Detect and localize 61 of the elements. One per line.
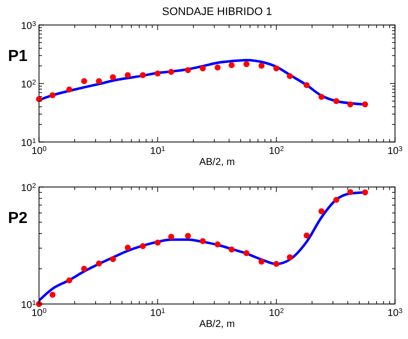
point xyxy=(96,78,102,84)
y-tick-label: 10$^{2}$ xyxy=(20,79,36,90)
point xyxy=(124,72,131,78)
point xyxy=(333,98,340,104)
x-tick-label: 10$^{1}$ xyxy=(150,308,166,319)
x-tick-label: 10$^{0}$ xyxy=(31,308,47,319)
point xyxy=(347,101,354,108)
y-axis-title: P1 xyxy=(8,48,28,65)
point xyxy=(214,241,221,248)
point xyxy=(200,65,206,72)
point xyxy=(243,250,250,256)
point xyxy=(50,92,56,98)
point xyxy=(168,68,174,75)
point xyxy=(81,78,88,84)
point xyxy=(286,254,293,260)
point xyxy=(243,61,250,68)
point xyxy=(140,72,146,78)
point xyxy=(228,246,235,253)
point xyxy=(347,189,354,196)
point xyxy=(36,96,42,102)
point xyxy=(333,196,340,203)
y-axis-title: P2 xyxy=(8,210,28,227)
y-tick-label: 10$^{2}$ xyxy=(20,182,36,194)
x-tick-label: 10$^{2}$ xyxy=(268,308,284,319)
point xyxy=(110,74,116,80)
y-tick-label: 10$^{3}$ xyxy=(20,20,36,32)
x-tick-label: 10$^{3}$ xyxy=(387,146,403,157)
point xyxy=(66,277,72,284)
point xyxy=(124,244,131,251)
x-axis-title: AB/2, m xyxy=(199,157,235,168)
point xyxy=(318,208,324,214)
point xyxy=(140,243,146,250)
x-tick-label: 10$^{1}$ xyxy=(150,146,166,157)
point xyxy=(81,266,88,272)
point xyxy=(66,86,72,92)
point xyxy=(273,260,280,267)
point xyxy=(184,67,191,74)
chart-title: SONDAJE HIBRIDO 1 xyxy=(162,6,272,18)
point xyxy=(228,62,235,68)
point xyxy=(362,101,368,108)
point xyxy=(304,82,310,88)
point xyxy=(286,73,293,80)
point xyxy=(184,232,191,239)
point xyxy=(258,258,265,265)
point xyxy=(214,64,221,70)
x-tick-label: 10$^{3}$ xyxy=(387,308,403,319)
point xyxy=(110,256,116,262)
point xyxy=(273,65,280,72)
point xyxy=(200,238,206,244)
point xyxy=(96,260,102,266)
point xyxy=(362,189,368,196)
x-tick-label: 10$^{2}$ xyxy=(268,146,284,157)
point xyxy=(50,292,56,298)
point xyxy=(304,232,310,238)
point xyxy=(258,62,265,69)
x-tick-label: 10$^{0}$ xyxy=(31,146,47,157)
point xyxy=(154,240,161,246)
x-axis-title: AB/2, m xyxy=(199,319,235,330)
point xyxy=(168,234,174,240)
point xyxy=(318,94,324,100)
point xyxy=(154,70,161,77)
